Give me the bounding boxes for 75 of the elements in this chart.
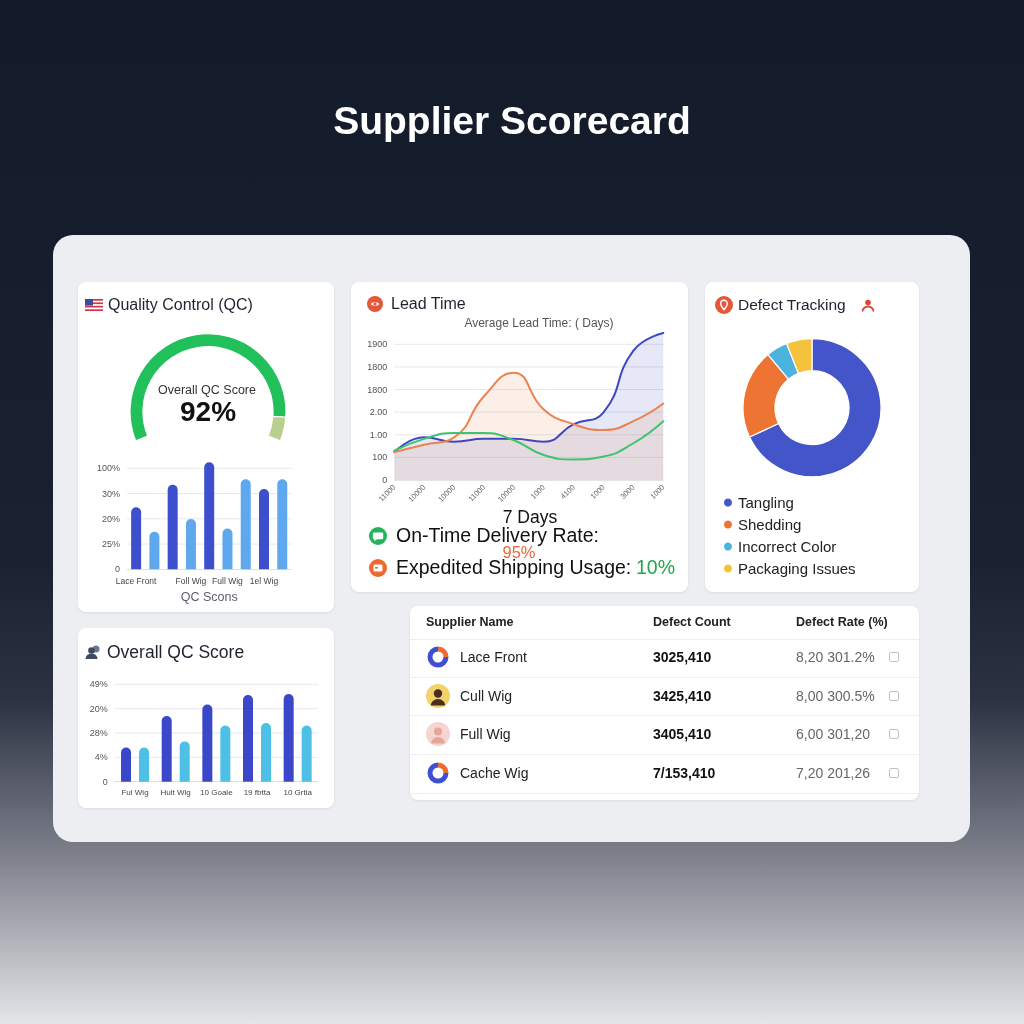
text: Cull Wig bbox=[460, 687, 513, 705]
chart-title: Overall QC Score bbox=[107, 641, 245, 663]
text: 2.00 bbox=[369, 406, 388, 418]
text: 0 bbox=[382, 474, 388, 485]
text: 7 Days bbox=[502, 507, 558, 528]
text: 0 bbox=[102, 776, 108, 787]
bar bbox=[202, 704, 213, 782]
legend-label: Shedding bbox=[738, 516, 802, 533]
x-tick-label: Lace Front bbox=[115, 575, 158, 586]
text: 25% bbox=[101, 538, 120, 550]
bar bbox=[261, 722, 272, 782]
x-axis-title: QC Scons bbox=[180, 589, 238, 604]
text: 6,00 301,20 bbox=[796, 725, 870, 743]
x-tick-label: Hult Wig bbox=[160, 788, 191, 798]
text: 28% bbox=[89, 727, 108, 739]
text: 49% bbox=[89, 679, 108, 690]
legend-label: Incorrect Color bbox=[738, 538, 837, 555]
bar bbox=[240, 479, 251, 570]
bar bbox=[167, 484, 178, 570]
text: 20% bbox=[101, 513, 120, 524]
x-tick-label: 10 Goale bbox=[200, 788, 234, 798]
x-tick-label: 19 fbtta bbox=[243, 788, 271, 798]
text: 1900 bbox=[367, 339, 388, 350]
bar bbox=[220, 725, 231, 782]
text: 100% bbox=[96, 463, 120, 474]
x-tick-label: 10 Grtia bbox=[283, 788, 313, 798]
text: Lace Front bbox=[460, 648, 527, 666]
legend-label: Tangling bbox=[738, 494, 794, 511]
text: Cache Wig bbox=[460, 764, 529, 782]
x-tick-label: 1el Wig bbox=[249, 575, 279, 586]
text: 7/153,410 bbox=[653, 764, 716, 782]
bar bbox=[222, 528, 233, 570]
text: 10% bbox=[636, 556, 676, 579]
text: Defect Rate (%) bbox=[796, 614, 888, 630]
bar bbox=[161, 715, 172, 782]
text: 20% bbox=[89, 703, 108, 714]
text: Supplier Name bbox=[426, 614, 514, 630]
bar bbox=[259, 489, 269, 570]
text: 4% bbox=[94, 752, 108, 763]
text: Full Wig bbox=[460, 725, 511, 743]
text: 8,00 300.5% bbox=[796, 687, 875, 705]
text: Overall QC Score bbox=[158, 382, 256, 398]
bar bbox=[149, 531, 160, 570]
bar bbox=[131, 507, 142, 570]
text: 3425,410 bbox=[653, 687, 712, 705]
x-tick-label: Ful Wig bbox=[121, 788, 149, 798]
text: 7,20 201,26 bbox=[796, 764, 870, 782]
bar bbox=[185, 518, 196, 570]
bar bbox=[179, 741, 190, 782]
text: Supplier Scorecard bbox=[332, 98, 692, 144]
text: 1.00 bbox=[369, 429, 388, 440]
bar bbox=[139, 747, 150, 782]
chart-subtitle: Average Lead Time: ( Days) bbox=[464, 316, 614, 331]
text: 0 bbox=[114, 564, 120, 575]
bar bbox=[243, 694, 254, 782]
x-tick-label: Foll Wig bbox=[175, 575, 207, 586]
text: 3405,410 bbox=[653, 725, 712, 743]
text: 30% bbox=[101, 488, 120, 499]
data-label: 92% bbox=[179, 396, 237, 428]
chart-title: Defect Tracking bbox=[738, 296, 846, 314]
legend-label: Packaging Issues bbox=[738, 560, 856, 577]
text: 1800 bbox=[367, 384, 388, 395]
x-tick-label: Full Wig bbox=[212, 575, 244, 586]
bar bbox=[204, 462, 215, 570]
bar bbox=[121, 747, 132, 782]
bar bbox=[283, 694, 294, 782]
text: 8,20 301.2% bbox=[796, 648, 875, 666]
chart-title: Lead Time bbox=[391, 294, 466, 314]
bar bbox=[301, 725, 312, 782]
chart-title: Quality Control (QC) bbox=[108, 295, 253, 315]
bar bbox=[277, 479, 288, 570]
text: Defect Count bbox=[653, 614, 731, 630]
text: 3025,410 bbox=[653, 648, 712, 666]
text: 1800 bbox=[367, 361, 388, 373]
text: 100 bbox=[372, 452, 388, 463]
